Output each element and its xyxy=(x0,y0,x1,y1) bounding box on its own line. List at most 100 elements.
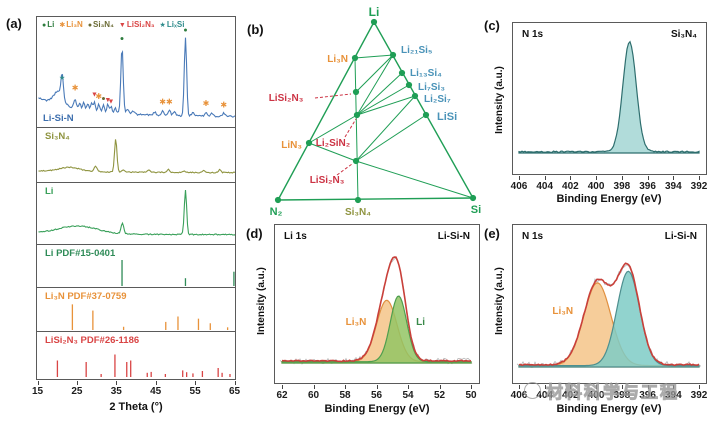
annotation-label: Li₂SiN₂ xyxy=(316,138,350,149)
xrd-strip-name: Li PDF#15-0401 xyxy=(45,248,116,259)
panel-d-x-axis-title: Binding Energy (eV) xyxy=(324,403,430,415)
tick-mark xyxy=(699,385,700,389)
xps-envelope xyxy=(518,262,700,367)
xrd-strip-si₃n₄: Si₃N₄ xyxy=(37,128,235,183)
tick-label: 56 xyxy=(370,390,383,401)
legend-label: LiₓSi xyxy=(166,20,185,29)
phase-label: Li xyxy=(369,5,380,19)
panel-e-x-axis-title: Binding Energy (eV) xyxy=(556,403,662,415)
panel-d-orbital-label: Li 1s xyxy=(284,231,307,242)
star-icon: ★ xyxy=(159,22,166,29)
tick-label: 400 xyxy=(587,390,605,401)
panel-c-label: (c) xyxy=(484,18,500,33)
tick-label: 60 xyxy=(307,390,320,401)
phase-node xyxy=(305,139,313,147)
tick-mark xyxy=(673,176,675,180)
phase-marker-asterisk: ✱ xyxy=(220,100,227,109)
xrd-strip-lisi₂n₃: LiSi₂N₃ PDF#26-1186 xyxy=(37,332,235,378)
phase-label: Li₇Si₃ xyxy=(418,82,445,93)
tick-mark xyxy=(376,385,378,389)
phase-node xyxy=(352,157,360,165)
panel-d-y-axis-title: Intensity (a.u.) xyxy=(256,267,267,335)
phase-marker-dot: ● xyxy=(101,95,105,102)
tick-label: 394 xyxy=(664,181,682,192)
tick-label: 35 xyxy=(110,386,122,397)
tick-label: 400 xyxy=(587,181,605,192)
xrd-x-axis: 15 25 35 45 55 65 xyxy=(32,381,240,399)
tick-mark xyxy=(647,385,649,389)
phase-label: Li₂Si₇ xyxy=(424,94,451,105)
tick-mark xyxy=(37,381,39,385)
xrd-strip-plot xyxy=(38,139,235,174)
tick-mark xyxy=(439,385,441,389)
tick-label: 65 xyxy=(228,386,241,397)
dot-icon: ● xyxy=(42,22,47,29)
panel-c-sample-label: Si₃N₄ xyxy=(670,29,697,40)
annotation-label: LiSi₂N₃ xyxy=(269,93,304,104)
legend-item: ●Li xyxy=(42,20,54,29)
panel-d-label: (d) xyxy=(246,226,263,241)
tick-label: 54 xyxy=(402,390,414,401)
tick-mark xyxy=(471,385,472,389)
xps-peak xyxy=(281,299,472,364)
dot-icon: ● xyxy=(87,22,93,29)
asterisk-icon: ✱ xyxy=(59,22,66,29)
tick-label: 406 xyxy=(510,181,528,192)
tick-label: 55 xyxy=(189,386,201,397)
xps-component-label: Li xyxy=(416,317,425,328)
tick-mark xyxy=(519,385,520,389)
xps-peak xyxy=(281,295,472,364)
xrd-strip-plot xyxy=(121,260,235,286)
phase-node xyxy=(411,92,419,100)
xps-chart-li1s: Li₃N Li Li 1s Li-Si-N xyxy=(274,224,480,384)
tick-mark xyxy=(647,176,649,180)
tick-mark xyxy=(570,385,572,389)
panel-d-sample-label: Li-Si-N xyxy=(437,231,470,242)
legend-label: Li xyxy=(47,20,55,29)
xrd-strip-name: Li-Si-N xyxy=(43,113,74,124)
xps-chart-n1s-lisin: Li₃N N 1s Li-Si-N xyxy=(512,224,707,384)
xps-component-label: Li₃N xyxy=(346,317,367,328)
tick-mark xyxy=(596,385,598,389)
phase-node xyxy=(352,88,360,96)
tick-label: 45 xyxy=(150,386,162,397)
xps-plot-area xyxy=(518,40,700,154)
xrd-strip-li: Li xyxy=(37,183,235,245)
xrd-strip-li-si-n: ★ ✱ ▼ ✱ ● ▼ ▼ ● ✱ ✱ ● ✱ ✱ Li-Si-N ●Li ✱Li₃N ●Si₃N₄ ▼LiSi₂… xyxy=(37,17,235,128)
xrd-strip-name: Li₃N PDF#37-0759 xyxy=(45,291,127,302)
tick-label: 394 xyxy=(664,390,682,401)
tick-mark xyxy=(155,381,157,385)
xrd-strip-plot xyxy=(71,304,229,330)
triangle-down-icon: ▼ xyxy=(118,22,126,29)
legend-label: Li₃N xyxy=(66,20,83,29)
tick-label: 25 xyxy=(71,386,83,397)
tick-mark xyxy=(76,381,78,385)
tick-mark xyxy=(699,176,700,180)
tick-label: 402 xyxy=(562,390,579,401)
tick-label: 404 xyxy=(536,181,554,192)
legend-item: ✱Li₃N xyxy=(59,20,82,29)
phase-node xyxy=(405,81,413,89)
phase-marker-star: ★ xyxy=(59,74,65,82)
tick-label: 406 xyxy=(510,390,528,401)
tick-label: 398 xyxy=(613,390,631,401)
phase-marker-triangle-down: ▼ xyxy=(108,99,115,106)
phase-label: LiN₃ xyxy=(281,140,302,151)
tick-mark xyxy=(234,381,236,385)
xps-component-label: Li₃N xyxy=(552,306,573,317)
phase-marker-asterisk: ✱ xyxy=(203,99,210,108)
phase-label: Li₃N xyxy=(327,54,348,65)
xps-plot-area: Li₃N xyxy=(516,262,702,368)
xps-chart-si3n4: N 1s Si₃N₄ xyxy=(512,22,707,175)
xrd-strip-li₃n: Li₃N PDF#37-0759 xyxy=(37,288,235,332)
xrd-strip-plot: ★✱▼✱ ●▼▼●✱ ✱●✱ ✱ xyxy=(38,27,235,118)
xps-plot-area: Li₃N Li xyxy=(279,256,473,365)
xrd-strip-plot xyxy=(38,190,235,236)
xrd-strip-name: LiSi₂N₃ PDF#26-1186 xyxy=(45,335,140,346)
phase-marker-dot: ● xyxy=(120,35,124,42)
tick-mark xyxy=(596,176,598,180)
xrd-strip-name: Li xyxy=(45,186,54,197)
tick-mark xyxy=(570,176,572,180)
panel-a-label: (a) xyxy=(6,16,22,31)
phase-node xyxy=(353,111,361,119)
